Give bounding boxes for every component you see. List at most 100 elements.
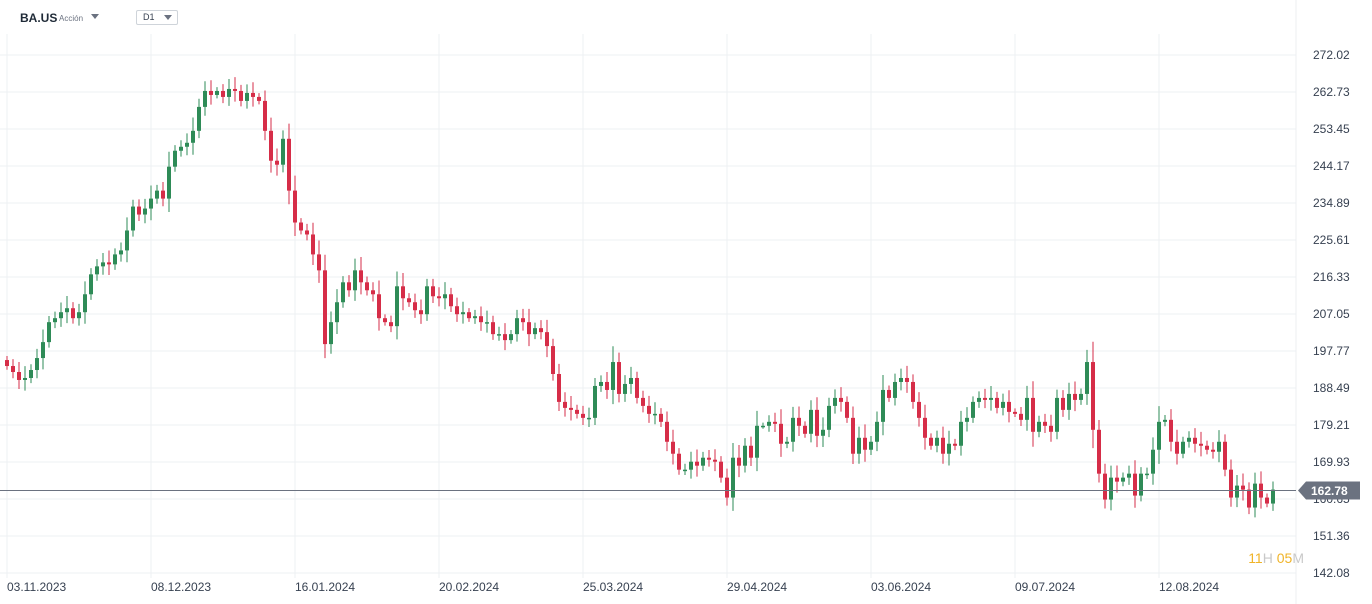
candle-body <box>35 358 39 371</box>
y-tick-label: 179.21 <box>1313 418 1350 432</box>
candle-body <box>131 206 135 231</box>
candle-body <box>929 437 933 446</box>
candle-body <box>311 234 315 255</box>
candle-body <box>17 372 21 380</box>
y-tick-label: 244.17 <box>1313 159 1350 173</box>
candle-body <box>23 377 27 380</box>
candle-body <box>677 453 681 470</box>
candle-body <box>683 469 687 472</box>
candle-body <box>689 461 693 470</box>
y-tick-label: 197.77 <box>1313 344 1350 358</box>
candle-body <box>335 302 339 323</box>
candle-body <box>1265 497 1269 504</box>
candle-body <box>779 423 783 444</box>
candle-body <box>449 294 453 307</box>
x-tick-label: 16.01.2024 <box>295 580 355 594</box>
candle-body <box>797 417 801 426</box>
candle-body <box>893 381 897 398</box>
candle-body <box>1055 397 1059 432</box>
candle-body <box>1085 362 1089 394</box>
timeframe-select[interactable]: D1 <box>136 10 178 25</box>
candle-body <box>179 146 183 151</box>
candle-body <box>419 310 423 315</box>
candle-body <box>899 377 903 382</box>
countdown-hours-unit: H <box>1262 550 1273 566</box>
candle-body <box>221 90 225 97</box>
candle-body <box>1109 477 1113 500</box>
candle-body <box>1151 449 1155 474</box>
candle-body <box>1199 443 1203 446</box>
candle-body <box>137 206 141 215</box>
candle-body <box>563 401 567 408</box>
candle-body <box>1043 421 1047 426</box>
candle-body <box>53 318 57 323</box>
candle-body <box>377 294 381 319</box>
candle-body <box>155 190 159 199</box>
candle-body <box>881 389 885 422</box>
chevron-down-icon <box>164 15 172 20</box>
candle-body <box>1091 362 1095 430</box>
candle-body <box>809 409 813 434</box>
timeframe-value: D1 <box>143 12 155 22</box>
y-tick-label: 234.89 <box>1313 196 1350 210</box>
candle-body <box>671 441 675 454</box>
candle-body <box>197 106 201 131</box>
x-tick-label: 29.04.2024 <box>727 580 787 594</box>
candle-body <box>713 459 717 462</box>
candlestick-series <box>5 77 1275 518</box>
candle-body <box>431 286 435 297</box>
candle-body <box>647 405 651 414</box>
candle-body <box>1211 449 1215 452</box>
y-tick-label: 207.05 <box>1313 307 1350 321</box>
candle-body <box>959 421 963 446</box>
candle-body <box>581 413 585 418</box>
candle-body <box>515 318 519 335</box>
candle-body <box>5 360 9 367</box>
candle-body <box>287 138 291 191</box>
symbol-label[interactable]: BA.US <box>20 11 58 25</box>
candle-body <box>761 425 765 428</box>
candle-body <box>41 342 45 359</box>
candle-body <box>47 322 51 343</box>
candle-body <box>911 381 915 402</box>
candle-body <box>767 421 771 426</box>
candle-body <box>947 443 951 454</box>
current-price-label: 162.78 <box>1311 484 1348 498</box>
candle-body <box>1157 421 1161 450</box>
candle-body <box>1187 437 1191 442</box>
candle-body <box>275 160 279 165</box>
candle-body <box>209 90 213 95</box>
candle-body <box>539 328 543 333</box>
candle-body <box>875 421 879 442</box>
candle-body <box>815 409 819 436</box>
candle-body <box>407 298 411 303</box>
candle-body <box>857 437 861 454</box>
candle-body <box>953 443 957 446</box>
candle-body <box>605 381 609 390</box>
symbol-dropdown-chevron-icon[interactable] <box>91 14 99 19</box>
candle-body <box>629 377 633 384</box>
y-tick-label: 225.61 <box>1313 233 1350 247</box>
candle-body <box>1097 429 1101 474</box>
x-tick-label: 03.06.2024 <box>871 580 931 594</box>
candle-countdown: 11H 05M <box>1248 550 1304 566</box>
candle-body <box>1163 419 1167 422</box>
candle-body <box>965 417 969 422</box>
candle-body <box>707 457 711 460</box>
candle-body <box>185 142 189 147</box>
candle-body <box>509 334 513 341</box>
candle-body <box>731 457 735 498</box>
y-tick-label: 188.49 <box>1313 381 1350 395</box>
candle-body <box>353 270 357 291</box>
candle-body <box>557 373 561 402</box>
countdown-minutes-unit: M <box>1292 550 1304 566</box>
candle-body <box>443 294 447 299</box>
candle-body <box>635 377 639 398</box>
candle-body <box>437 296 441 299</box>
candle-body <box>503 334 507 341</box>
y-tick-label: 142.08 <box>1313 566 1350 580</box>
candle-body <box>395 286 399 327</box>
candle-body <box>1229 469 1233 498</box>
candle-body <box>227 88 231 97</box>
